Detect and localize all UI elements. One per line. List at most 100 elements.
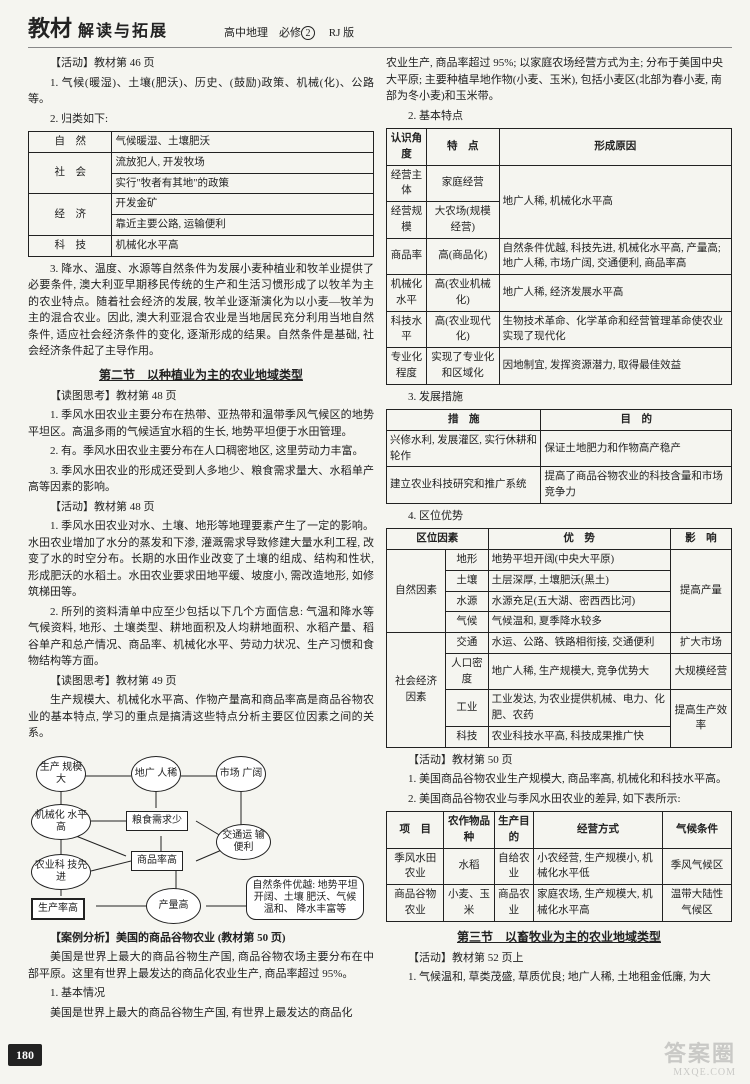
- right-para-5: 2. 美国商品谷物农业与季风水田农业的差异, 如下表所示:: [386, 791, 732, 808]
- left-para-6: 3. 季风水田农业的形成还受到人多地少、粮食需求量大、水稻单产高等因素的影响。: [28, 463, 374, 496]
- t2-r0c0: 经营主体: [387, 165, 427, 202]
- brand-b: 解读与拓展: [78, 20, 168, 44]
- t4-r0c1: 地形: [446, 550, 488, 571]
- left-column: 【活动】教材第 46 页 1. 气候(暖湿)、土壤(肥沃)、历史、(鼓励)政策、…: [28, 52, 374, 1024]
- t5-r1c1: 小麦、玉米: [444, 885, 494, 922]
- volume-badge: 2: [301, 26, 315, 40]
- t1-r0c0: 自 然: [29, 132, 112, 153]
- t4-r0c0: 自然因素: [387, 550, 446, 633]
- t4-r2c2: 水源充足(五大湖、密西西比河): [488, 591, 670, 612]
- t3-r1c0: 建立农业科技研究和推广系统: [387, 467, 541, 504]
- t4-r1c1: 土壤: [446, 570, 488, 591]
- t1-r5c0: 科 技: [29, 235, 112, 256]
- t5-h0: 项 目: [387, 812, 444, 849]
- rect-natural: 自然条件优越: 地势平坦开阔、土壤 肥沃、气候温和、 降水丰富等: [246, 876, 364, 920]
- t2-r2c0: 商品率: [387, 238, 427, 275]
- node-scale: 生产 规模大: [36, 756, 86, 792]
- t4-r5c3: 大规模经营: [670, 653, 731, 690]
- t4-h2: 优 势: [488, 529, 670, 550]
- edition-text: RJ 版: [329, 27, 354, 39]
- right-para-2: 3. 发展措施: [386, 389, 732, 406]
- t1-r3c0: 经 济: [29, 194, 112, 236]
- t4-r7c2: 农业科技水平高, 科技成果推广快: [488, 726, 670, 747]
- t2-r4c1: 高(农业现代化): [426, 311, 499, 348]
- node-transport: 交通运 输便利: [216, 824, 271, 860]
- t5-r0c1: 水稻: [444, 848, 494, 885]
- subject-text: 高中地理 必修: [224, 27, 301, 39]
- t4-r4c1: 交通: [446, 633, 488, 654]
- left-para-8: 2. 所列的资料清单中应至少包括以下几个方面信息: 气温和降水等气候资料, 地形…: [28, 604, 374, 670]
- t4-r4c3: 扩大市场: [670, 633, 731, 654]
- t4-r6c2: 工业发达, 为农业提供机械、电力、化肥、农药: [488, 690, 670, 727]
- left-para-7: 1. 季风水田农业对水、土壤、地形等地理要素产生了一定的影响。水田农业增加了水分…: [28, 518, 374, 601]
- t3-r1c1: 提高了商品谷物农业的科技含量和市场竞争力: [541, 467, 732, 504]
- t4-r4c2: 水运、公路、铁路相衔接, 交通便利: [488, 633, 670, 654]
- table-location-advantage: 区位因素 优 势 影 响 自然因素 地形 地势平坦开阔(中央大平原) 提高产量 …: [386, 528, 732, 747]
- t4-r1c2: 土层深厚, 土壤肥沃(黑土): [488, 570, 670, 591]
- t4-r5c1: 人口密度: [446, 653, 488, 690]
- read-ref-49: 【读图思考】教材第 49 页: [28, 673, 374, 690]
- t2-r0c2: 地广人稀, 机械化水平高: [499, 165, 731, 238]
- activity-ref-48: 【活动】教材第 48 页: [28, 499, 374, 516]
- t5-r1c3: 家庭农场, 生产规模大, 机械化水平高: [534, 885, 663, 922]
- left-para-1: 1. 气候(暖湿)、土壤(肥沃)、历史、(鼓励)政策、机械(化)、公路等。: [28, 75, 374, 108]
- t4-r4c0: 社会经济因素: [387, 633, 446, 748]
- right-column: 农业生产, 商品率超过 95%; 以家庭农场经营方式为主; 分布于美国中央大平原…: [386, 52, 732, 1024]
- t1-r1c1: 流放犯人, 开发牧场: [112, 152, 374, 173]
- t2-r5c0: 专业化程度: [387, 348, 427, 385]
- table-measures: 措 施 目 的 兴修水利, 发展灌区, 实行休耕和轮作 保证土地肥力和作物高产稳…: [386, 409, 732, 504]
- t5-h4: 气候条件: [662, 812, 731, 849]
- right-para-1: 2. 基本特点: [386, 108, 732, 125]
- t4-h3: 影 响: [670, 529, 731, 550]
- t5-r0c2: 自给农业: [494, 848, 534, 885]
- t1-r2c1: 实行"牧者有其地"的政策: [112, 173, 374, 194]
- t1-r4c1: 靠近主要公路, 运输便利: [112, 215, 374, 236]
- t2-r3c0: 机械化水平: [387, 275, 427, 312]
- right-para-4: 1. 美国商品谷物农业生产规模大, 商品率高, 机械化和科技水平高。: [386, 771, 732, 788]
- t2-h2: 形成原因: [499, 129, 731, 166]
- left-para-2: 2. 归类如下:: [28, 111, 374, 128]
- left-para-9: 生产规模大、机械化水平高、作物产量高和商品率高是商品谷物农业的基本特点, 学习的…: [28, 692, 374, 742]
- t2-h0: 认识角度: [387, 129, 427, 166]
- case-title: 【案例分析】美国的商品谷物农业 (教材第 50 页): [28, 930, 374, 947]
- left-para-10: 美国是世界上最大的商品谷物生产国, 商品谷物农场主要分布在中部平原。这里有世界上…: [28, 949, 374, 982]
- page-number: 180: [8, 1044, 42, 1066]
- t2-r2c2: 自然条件优越, 科技先进, 机械化水平高, 产量高; 地广人稀, 市场广阔, 交…: [499, 238, 731, 275]
- header-subject: 高中地理 必修2 RJ 版: [224, 25, 354, 42]
- t3-r0c0: 兴修水利, 发展灌区, 实行休耕和轮作: [387, 430, 541, 467]
- table-characteristics: 认识角度 特 点 形成原因 经营主体 家庭经营 地广人稀, 机械化水平高 经营规…: [386, 128, 732, 385]
- brand-a: 教材: [28, 12, 72, 45]
- t2-r5c1: 实现了专业化和区域化: [426, 348, 499, 385]
- t5-h3: 经营方式: [534, 812, 663, 849]
- t4-r7c1: 科技: [446, 726, 488, 747]
- table-comparison: 项 目 农作物品种 生产目的 经营方式 气候条件 季风水田农业 水稻 自给农业 …: [386, 811, 732, 922]
- t4-h0: 区位因素: [387, 529, 489, 550]
- t3-h0: 措 施: [387, 410, 541, 431]
- t4-r6c1: 工业: [446, 690, 488, 727]
- t5-r1c2: 商品农业: [494, 885, 534, 922]
- t5-h2: 生产目的: [494, 812, 534, 849]
- node-land: 地广 人稀: [131, 756, 181, 792]
- right-para-6: 1. 气候温和, 草类茂盛, 草质优良; 地广人稀, 土地租金低廉, 为大: [386, 969, 732, 986]
- node-market: 市场 广阔: [216, 756, 266, 792]
- page-header: 教材 解读与拓展 高中地理 必修2 RJ 版: [28, 12, 732, 48]
- t5-r0c4: 季风气候区: [662, 848, 731, 885]
- t1-r5c1: 机械化水平高: [112, 235, 374, 256]
- left-para-3: 3. 降水、温度、水源等自然条件为发展小麦种植业和牧羊业提供了必要条件, 澳大利…: [28, 261, 374, 360]
- t4-r3c1: 气候: [446, 612, 488, 633]
- watermark-url: MXQE.COM: [673, 1065, 736, 1080]
- activity-ref-50: 【活动】教材第 50 页: [386, 752, 732, 769]
- node-mech: 机械化 水平高: [31, 804, 91, 840]
- t5-r0c0: 季风水田农业: [387, 848, 444, 885]
- left-para-5: 2. 有。季风水田农业主要分布在人口稠密地区, 这里劳动力丰富。: [28, 443, 374, 460]
- t2-r1c1: 大农场(规模经营): [426, 202, 499, 239]
- rect-demand: 粮食需求少: [126, 811, 188, 831]
- t1-r0c1: 气候暖湿、土壤肥沃: [112, 132, 374, 153]
- t5-r0c3: 小农经营, 生产规模小, 机械化水平低: [534, 848, 663, 885]
- left-para-12: 美国是世界上最大的商品谷物生产国, 有世界上最发达的商品化: [28, 1005, 374, 1022]
- t3-r0c1: 保证土地肥力和作物高产稳产: [541, 430, 732, 467]
- t2-r3c2: 地广人稀, 经济发展水平高: [499, 275, 731, 312]
- activity-ref-46: 【活动】教材第 46 页: [28, 55, 374, 72]
- t2-r5c2: 因地制宜, 发挥资源潜力, 取得最佳效益: [499, 348, 731, 385]
- left-para-11: 1. 基本情况: [28, 985, 374, 1002]
